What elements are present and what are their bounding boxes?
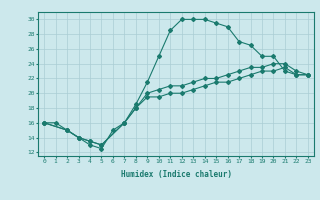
X-axis label: Humidex (Indice chaleur): Humidex (Indice chaleur) xyxy=(121,170,231,179)
